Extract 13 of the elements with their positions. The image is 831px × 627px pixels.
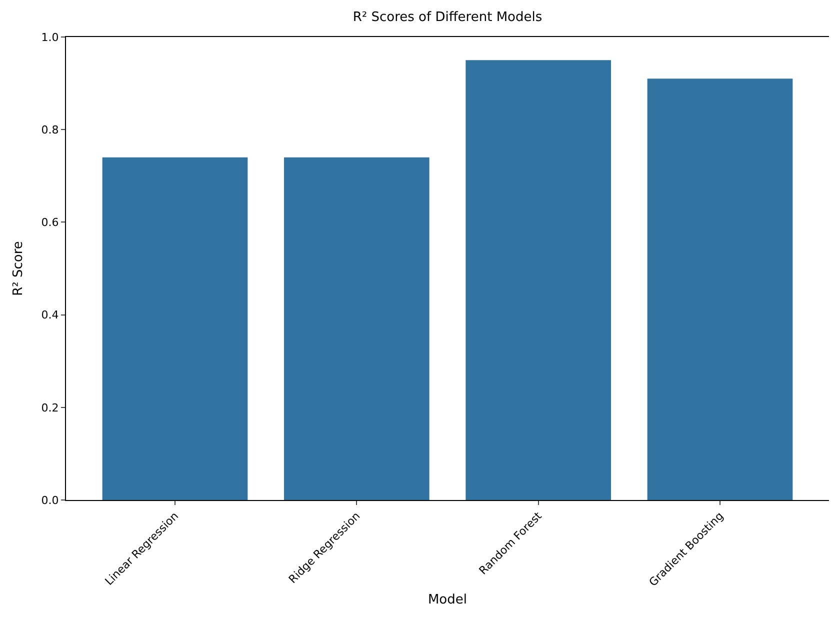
bar: [647, 78, 793, 500]
chart-title: R² Scores of Different Models: [352, 10, 542, 26]
y-tick-label: 0.8: [41, 123, 59, 136]
y-tick-label: 0.6: [41, 216, 59, 230]
y-tick-label: 0.4: [41, 308, 59, 322]
bar: [102, 157, 248, 500]
y-tick-label: 0.2: [41, 401, 59, 414]
y-tick-label: 0.0: [41, 494, 59, 507]
bar: [284, 157, 430, 500]
x-axis-title: Model: [428, 592, 468, 608]
bar: [466, 60, 611, 500]
y-tick-label: 1.0: [41, 30, 59, 44]
y-axis-title: R² Score: [11, 241, 26, 296]
